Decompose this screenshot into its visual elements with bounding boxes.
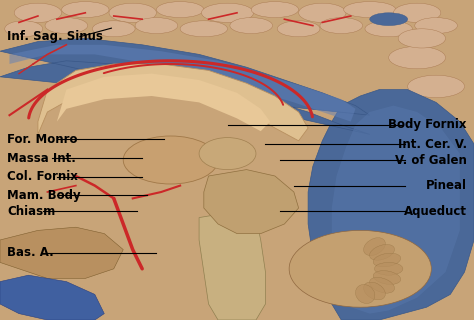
Ellipse shape xyxy=(62,2,109,18)
Ellipse shape xyxy=(14,3,62,22)
Polygon shape xyxy=(57,74,270,131)
Text: Body Fornix: Body Fornix xyxy=(388,118,467,131)
Text: Bas. A.: Bas. A. xyxy=(7,246,54,259)
Ellipse shape xyxy=(199,138,256,170)
Ellipse shape xyxy=(123,136,218,184)
Polygon shape xyxy=(0,38,370,134)
Text: Col. Fornix: Col. Fornix xyxy=(7,170,78,183)
Ellipse shape xyxy=(277,21,320,37)
Text: Mam. Body: Mam. Body xyxy=(7,189,81,202)
Ellipse shape xyxy=(398,29,446,48)
Text: V. of Galen: V. of Galen xyxy=(395,154,467,166)
Ellipse shape xyxy=(373,271,401,284)
Ellipse shape xyxy=(370,277,394,293)
Polygon shape xyxy=(332,106,460,314)
Ellipse shape xyxy=(374,262,403,275)
Ellipse shape xyxy=(156,2,204,18)
Ellipse shape xyxy=(180,21,228,37)
Ellipse shape xyxy=(408,75,465,98)
Text: Int. Cer. V.: Int. Cer. V. xyxy=(398,138,467,150)
Polygon shape xyxy=(0,227,123,278)
Ellipse shape xyxy=(393,3,441,22)
Polygon shape xyxy=(9,45,356,122)
Ellipse shape xyxy=(389,104,446,126)
Ellipse shape xyxy=(135,18,178,34)
Polygon shape xyxy=(308,90,474,320)
Polygon shape xyxy=(204,170,299,234)
Ellipse shape xyxy=(289,230,431,307)
Ellipse shape xyxy=(201,3,254,22)
Text: Massa Int.: Massa Int. xyxy=(7,152,76,165)
Text: Aqueduct: Aqueduct xyxy=(404,205,467,218)
Text: Chiasm: Chiasm xyxy=(7,205,55,218)
Ellipse shape xyxy=(415,18,457,34)
Text: Pineal: Pineal xyxy=(426,179,467,192)
Text: For. Monro: For. Monro xyxy=(7,133,78,146)
Ellipse shape xyxy=(412,134,469,154)
Ellipse shape xyxy=(251,2,299,18)
Ellipse shape xyxy=(370,244,394,260)
Ellipse shape xyxy=(364,238,385,256)
Ellipse shape xyxy=(373,253,401,267)
Polygon shape xyxy=(0,275,104,320)
Ellipse shape xyxy=(356,284,375,304)
Ellipse shape xyxy=(230,18,273,34)
Ellipse shape xyxy=(299,3,346,22)
Ellipse shape xyxy=(109,3,156,22)
Ellipse shape xyxy=(370,13,408,26)
Ellipse shape xyxy=(389,46,446,69)
Ellipse shape xyxy=(92,21,135,37)
Ellipse shape xyxy=(364,282,385,300)
Ellipse shape xyxy=(365,21,412,37)
Ellipse shape xyxy=(344,2,396,18)
Ellipse shape xyxy=(5,21,43,37)
Ellipse shape xyxy=(45,18,88,34)
Text: Inf. Sag. Sinus: Inf. Sag. Sinus xyxy=(7,30,103,43)
Polygon shape xyxy=(38,64,308,141)
Ellipse shape xyxy=(320,18,363,34)
Polygon shape xyxy=(199,211,265,320)
